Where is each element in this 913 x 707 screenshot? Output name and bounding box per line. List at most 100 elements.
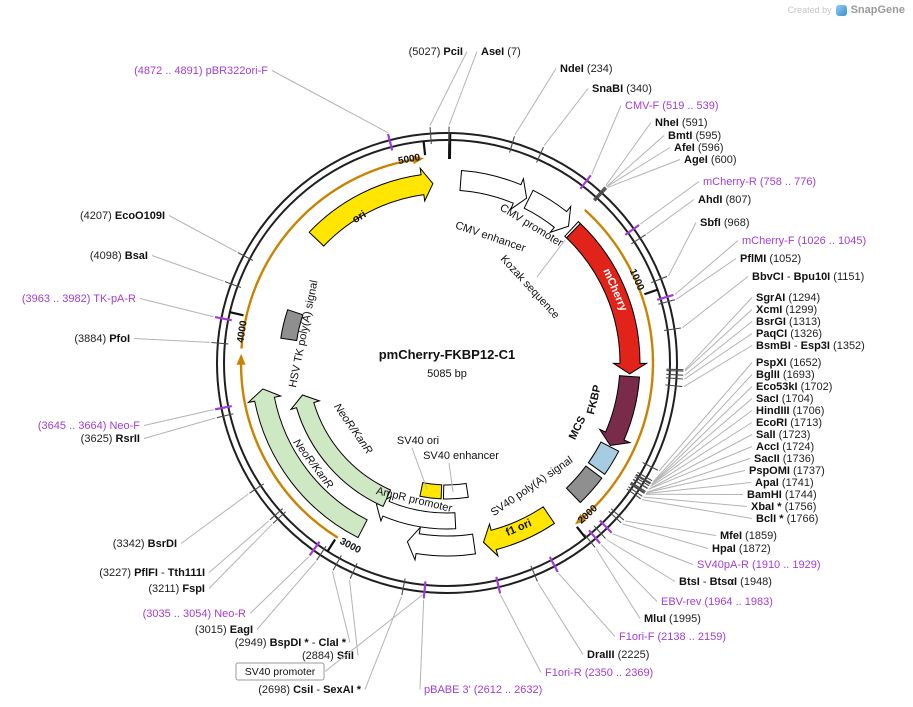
- feature-ori[interactable]: [308, 166, 434, 247]
- sv40-promoter-label-box[interactable]: [235, 662, 325, 681]
- site-label[interactable]: AccI (1724): [756, 441, 814, 453]
- feature-neor-kanr-inner[interactable]: [289, 394, 392, 508]
- site-label[interactable]: PspXI (1652): [756, 357, 821, 369]
- site-label[interactable]: BmtI (595): [668, 130, 721, 142]
- primer-SV40pA-R-1910-1929[interactable]: SV40pA-R (1910 .. 1929): [599, 519, 821, 571]
- feature-sv40-polya[interactable]: [565, 465, 603, 504]
- primer-CMV-F-519-539[interactable]: CMV-F (519 .. 539): [579, 100, 719, 190]
- primer-3645-3664-Neo-F[interactable]: (3645 .. 3664) Neo-F: [38, 404, 232, 432]
- enzyme-site-SbfI-968[interactable]: SbfI (968): [651, 217, 750, 284]
- enzyme-site-XbaI-1756[interactable]: XbaI * (1756): [627, 486, 816, 513]
- enzyme-site-2949-BspDI-ClaI[interactable]: (2949) BspDI * - ClaI *: [235, 555, 351, 649]
- primer-F1ori-F-2138-2159[interactable]: F1ori-F (2138 .. 2159): [548, 556, 726, 643]
- site-label[interactable]: PspOMI (1737): [749, 465, 825, 477]
- feature-label-Kozak-sequence[interactable]: Kozak sequence: [498, 253, 562, 321]
- site-label[interactable]: AseI (7): [481, 46, 521, 58]
- primer-EBV-rev-1964-1983[interactable]: EBV-rev (1964 .. 1983): [588, 529, 773, 608]
- site-label[interactable]: (3035 .. 3054) Neo-R: [143, 608, 246, 620]
- enzyme-site-DraIII-2225[interactable]: DraIII (2225): [530, 565, 649, 661]
- site-label[interactable]: mCherry-F (1026 .. 1045): [742, 235, 866, 247]
- feature-label-SV40-ori[interactable]: SV40 ori: [397, 435, 439, 447]
- site-label[interactable]: HpaI (1872): [712, 543, 771, 555]
- site-label[interactable]: (2884) SfiI: [302, 650, 354, 662]
- site-label[interactable]: PflMI (1052): [740, 253, 801, 265]
- site-label[interactable]: BclI * (1766): [756, 513, 818, 525]
- site-label[interactable]: (5027) PciI: [409, 46, 463, 58]
- site-label[interactable]: (3227) PflFI - Tth111I: [99, 567, 205, 579]
- feature-f1-ori[interactable]: [482, 506, 556, 558]
- site-label[interactable]: CMV-F (519 .. 539): [625, 100, 719, 112]
- site-label[interactable]: SV40pA-R (1910 .. 1929): [697, 559, 821, 571]
- enzyme-site-AfeI-596[interactable]: AfeI (596): [594, 142, 724, 201]
- site-label[interactable]: MluI (1995): [644, 613, 701, 625]
- enzyme-site-BglII-1693[interactable]: BglII (1693): [637, 369, 815, 482]
- feature-cmv-enhancer[interactable]: [459, 169, 528, 211]
- enzyme-site-AgeI-600[interactable]: AgeI (600): [594, 154, 737, 202]
- enzyme-site-PflMI-1052[interactable]: PflMI (1052): [658, 253, 801, 305]
- site-label[interactable]: ApaI (1741): [755, 477, 814, 489]
- site-label[interactable]: SbfI (968): [700, 217, 750, 229]
- site-label[interactable]: BsmBI - Esp3I (1352): [756, 340, 865, 352]
- feature-label-CMV-enhancer[interactable]: CMV enhancer: [454, 219, 528, 254]
- site-label[interactable]: (3342) BsrDI: [113, 538, 177, 550]
- site-label[interactable]: NdeI (234): [560, 63, 613, 75]
- enzyme-site-3211-FspI[interactable]: (3211) FspI: [148, 511, 286, 595]
- feature-cmv-promoter[interactable]: [523, 189, 572, 234]
- site-label[interactable]: DraIII (2225): [587, 649, 649, 661]
- enzyme-site-XcmI-1299[interactable]: XcmI (1299): [666, 304, 817, 372]
- site-label[interactable]: (4207) EcoO109I: [80, 210, 165, 222]
- site-label[interactable]: BglII (1693): [756, 369, 815, 381]
- enzyme-site-Eco53kI-1702[interactable]: Eco53kI (1702): [635, 381, 832, 485]
- feature-kozak[interactable]: [564, 220, 581, 239]
- enzyme-site-NheI-591[interactable]: NheI (591): [593, 117, 708, 200]
- site-label[interactable]: EcoRI (1713): [756, 417, 822, 429]
- feature-MCS[interactable]: [587, 441, 620, 475]
- feature-label-SV40-poly-A-signal[interactable]: SV40 poly(A) signal: [489, 454, 575, 519]
- enzyme-site-BsrGI-1313[interactable]: BsrGI (1313): [666, 316, 821, 376]
- site-label[interactable]: (3625) RsrII: [81, 433, 140, 445]
- feature-hsv-tk-polya[interactable]: [280, 309, 304, 342]
- enzyme-site-BbvCI-Bpu10I-1151[interactable]: BbvCI - Bpu10I (1151): [664, 271, 864, 332]
- enzyme-site-SacI-1704[interactable]: SacI (1704): [635, 393, 814, 485]
- primer-4872-4891-pBR322ori-F[interactable]: (4872 .. 4891) pBR322ori-F: [134, 65, 394, 151]
- site-label[interactable]: BsrGI (1313): [756, 316, 821, 328]
- site-label[interactable]: MfeI (1859): [720, 530, 777, 542]
- primer-3963-3982-TK-pA-R[interactable]: (3963 .. 3982) TK-pA-R: [22, 293, 232, 322]
- enzyme-site-BmtI-595[interactable]: BmtI (595): [593, 130, 721, 201]
- site-label[interactable]: SgrAI (1294): [756, 292, 820, 304]
- primer-pBABE-3-2612-2632[interactable]: pBABE 3' (2612 .. 2632): [419, 581, 542, 696]
- site-label[interactable]: pBABE 3' (2612 .. 2632): [424, 684, 542, 696]
- primer-mCherry-F-1026-1045[interactable]: mCherry-F (1026 .. 1045): [656, 235, 866, 301]
- enzyme-site-3015-EagI[interactable]: (3015) EagI: [195, 545, 327, 636]
- site-label[interactable]: BamHI (1744): [747, 489, 817, 501]
- site-label[interactable]: EBV-rev (1964 .. 1983): [661, 596, 773, 608]
- enzyme-site-AhdI-807[interactable]: AhdI (807): [631, 194, 751, 245]
- feature-FKBP[interactable]: [598, 375, 641, 447]
- enzyme-site-SnaBI-340[interactable]: SnaBI (340): [536, 83, 652, 163]
- site-label[interactable]: SacI (1704): [756, 393, 814, 405]
- enzyme-site-3342-BsrDI[interactable]: (3342) BsrDI: [113, 483, 265, 550]
- enzyme-site-NdeI-234[interactable]: NdeI (234): [509, 63, 613, 153]
- site-label[interactable]: Eco53kI (1702): [756, 381, 832, 393]
- enzyme-site-BsmBI-Esp3I-1352[interactable]: BsmBI - Esp3I (1352): [665, 340, 865, 388]
- enzyme-site-3884-PfoI[interactable]: (3884) PfoI: [74, 333, 229, 345]
- enzyme-site-PaqCI-1326[interactable]: PaqCI (1326): [665, 328, 822, 380]
- enzyme-site-PspOMI-1737[interactable]: PspOMI (1737): [630, 465, 825, 494]
- site-label[interactable]: SnaBI (340): [592, 83, 652, 95]
- site-label[interactable]: (3015) EagI: [195, 624, 253, 636]
- primer-mCherry-R-758-776[interactable]: mCherry-R (758 .. 776): [624, 176, 816, 236]
- enzyme-site-SgrAI-1294[interactable]: SgrAI (1294): [666, 292, 820, 371]
- enzyme-site-BclI-1766[interactable]: BclI * (1766): [626, 488, 819, 525]
- site-label[interactable]: (4872 .. 4891) pBR322ori-F: [134, 65, 268, 77]
- site-label[interactable]: AgeI (600): [684, 154, 737, 166]
- enzyme-site-AccI-1724[interactable]: AccI (1724): [632, 441, 814, 490]
- enzyme-site-SacII-1736[interactable]: SacII (1736): [630, 453, 815, 493]
- site-label[interactable]: SalI (1723): [756, 429, 810, 441]
- site-label[interactable]: (2949) BspDI * - ClaI *: [235, 637, 347, 649]
- enzyme-site-ApaI-1741[interactable]: ApaI (1741): [630, 477, 814, 495]
- site-label[interactable]: NheI (591): [655, 117, 708, 129]
- enzyme-site-PspXI-1652[interactable]: PspXI (1652): [642, 357, 822, 472]
- site-label[interactable]: (3884) PfoI: [74, 333, 130, 345]
- site-label[interactable]: F1ori-F (2138 .. 2159): [619, 631, 726, 643]
- site-label[interactable]: (3645 .. 3664) Neo-F: [38, 420, 140, 432]
